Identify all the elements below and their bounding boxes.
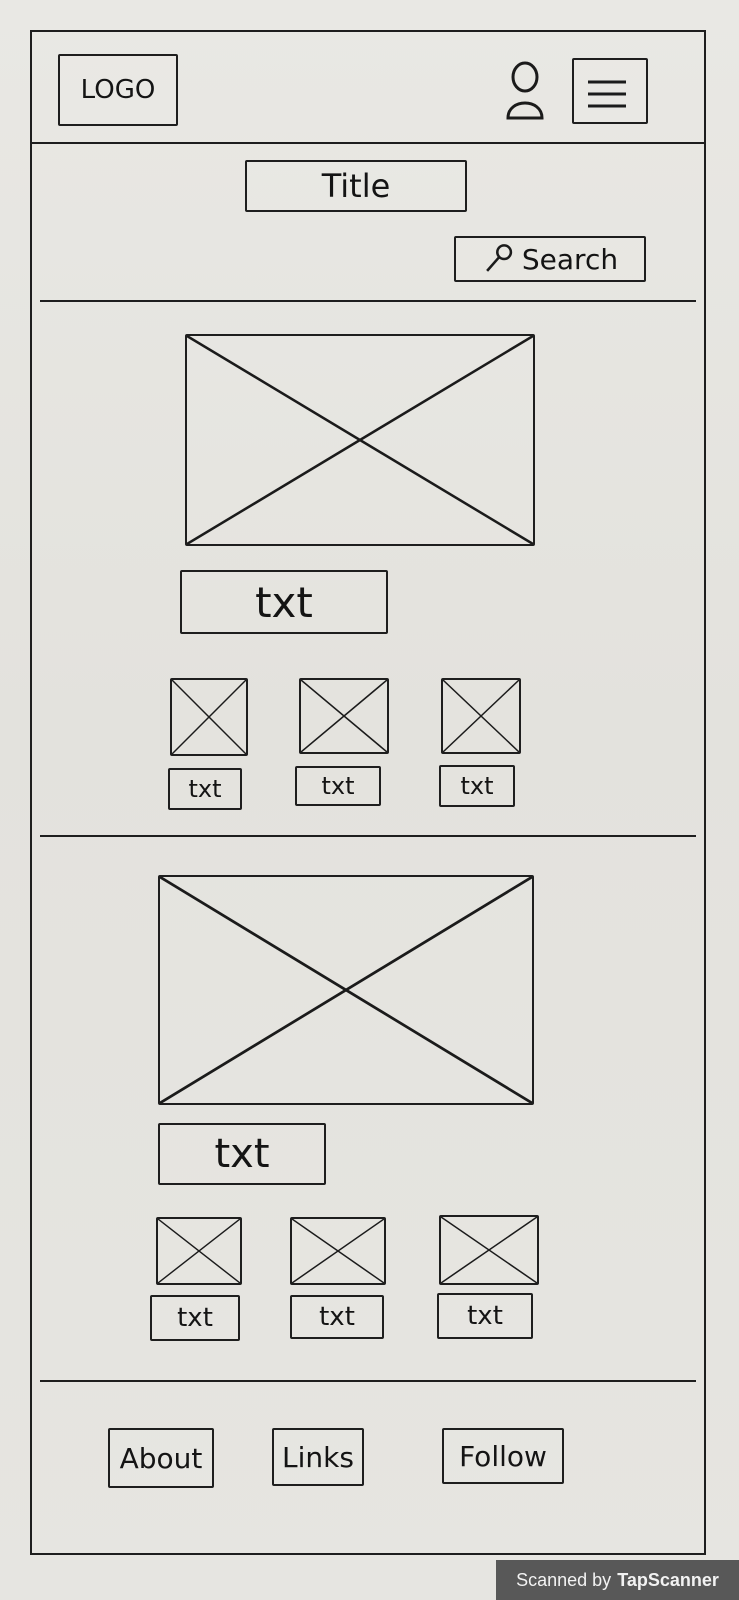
header: LOGO xyxy=(32,32,704,144)
thumbnail-caption-text: txt xyxy=(319,1302,355,1332)
thumbnail-caption-text: txt xyxy=(188,775,222,803)
hero-image-placeholder xyxy=(158,875,534,1105)
thumbnail-image-placeholder xyxy=(290,1217,386,1285)
hero-caption: txt xyxy=(158,1123,326,1185)
search-label: Search xyxy=(521,242,619,276)
thumbnail-caption: txt xyxy=(168,768,242,810)
thumbnail-image-placeholder xyxy=(170,678,248,756)
logo[interactable]: LOGO xyxy=(58,54,178,126)
thumbnail-caption: txt xyxy=(295,766,381,806)
thumbnail-image-placeholder xyxy=(156,1217,242,1285)
title-bar: Title Search xyxy=(40,144,696,302)
page-title: Title xyxy=(245,160,467,212)
content-section-1: txt txt txt txt xyxy=(40,302,696,837)
footer: About Links Follow xyxy=(40,1382,696,1532)
footer-link-links[interactable]: Links xyxy=(272,1428,364,1486)
thumbnail-caption-text: txt xyxy=(177,1303,213,1333)
logo-label: LOGO xyxy=(80,75,156,105)
thumbnail-caption: txt xyxy=(437,1293,533,1339)
thumbnail-image-placeholder xyxy=(299,678,389,754)
scanner-watermark: Scanned by TapScanner xyxy=(496,1560,739,1600)
user-icon[interactable] xyxy=(504,60,546,122)
watermark-prefix: Scanned by xyxy=(516,1569,612,1590)
thumbnail-caption: txt xyxy=(150,1295,240,1341)
thumbnail-caption-text: txt xyxy=(321,772,355,800)
thumbnail-caption-text: txt xyxy=(460,772,494,800)
hamburger-menu-icon xyxy=(588,80,626,108)
menu-button[interactable] xyxy=(572,58,648,124)
thumbnail-caption-text: txt xyxy=(467,1301,503,1331)
hero-caption-text: txt xyxy=(255,577,313,627)
page-title-label: Title xyxy=(321,167,391,205)
hero-caption-text: txt xyxy=(214,1131,270,1177)
footer-link-links-label: Links xyxy=(282,1440,354,1474)
hero-caption: txt xyxy=(180,570,388,634)
search-button[interactable]: Search xyxy=(454,236,646,282)
footer-link-about-label: About xyxy=(119,1441,203,1475)
footer-link-about[interactable]: About xyxy=(108,1428,214,1488)
content-section-2: txt txt txt txt xyxy=(40,837,696,1382)
footer-link-follow-label: Follow xyxy=(459,1439,547,1473)
thumbnail-image-placeholder xyxy=(441,678,521,754)
thumbnail-caption: txt xyxy=(439,765,515,807)
watermark-brand: TapScanner xyxy=(617,1569,719,1590)
hero-image-placeholder xyxy=(185,334,535,546)
thumbnail-image-placeholder xyxy=(439,1215,539,1285)
search-icon xyxy=(486,244,513,272)
footer-link-follow[interactable]: Follow xyxy=(442,1428,564,1484)
thumbnail-caption: txt xyxy=(290,1295,384,1339)
phone-frame: LOGO Title Search xyxy=(30,30,706,1555)
